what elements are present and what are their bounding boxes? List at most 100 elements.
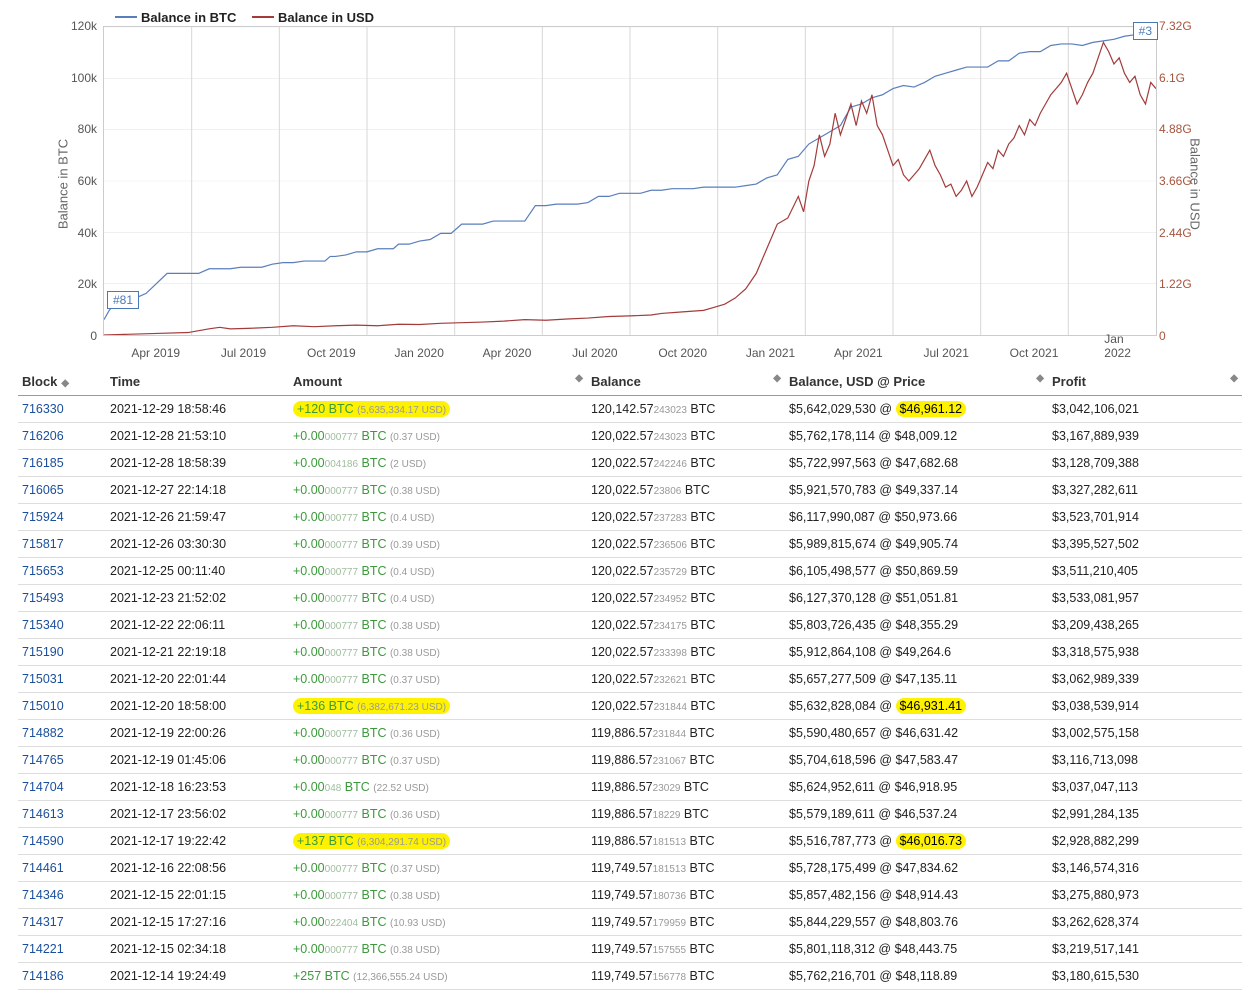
block-link[interactable]: 715817 [22, 537, 64, 551]
cell-time: 2021-12-28 18:58:39 [106, 450, 289, 477]
cell-profit: $3,327,282,611 [1048, 477, 1242, 504]
block-link[interactable]: 714704 [22, 780, 64, 794]
th-balance-usd[interactable]: Balance, USD @ Price◆ [785, 368, 1048, 396]
table-row: 7163302021-12-29 18:58:46+120 BTC (5,635… [18, 396, 1242, 423]
cell-amount: +0.00000777 BTC (0.4 USD) [289, 504, 587, 531]
cell-profit: $3,262,628,374 [1048, 909, 1242, 936]
block-link[interactable]: 716330 [22, 402, 64, 416]
block-link[interactable]: 714613 [22, 807, 64, 821]
legend-btc-label: Balance in BTC [141, 10, 236, 25]
cell-balance-usd: $5,642,029,530 @ $46,961.12 [785, 396, 1048, 423]
th-profit[interactable]: Profit◆ [1048, 368, 1242, 396]
cell-profit: $3,042,106,021 [1048, 396, 1242, 423]
cell-balance: 120,022.57231844 BTC [587, 693, 785, 720]
cell-amount: +0.00000777 BTC (0.38 USD) [289, 639, 587, 666]
cell-balance-usd: $5,657,277,509 @ $47,135.11 [785, 666, 1048, 693]
block-link[interactable]: 716206 [22, 429, 64, 443]
cell-amount: +0.00000777 BTC (0.39 USD) [289, 531, 587, 558]
block-link[interactable]: 715340 [22, 618, 64, 632]
cell-profit: $3,511,210,405 [1048, 558, 1242, 585]
block-link[interactable]: 714186 [22, 969, 64, 983]
xtick: Jul 2019 [221, 346, 266, 360]
y-axis-right-ticks: 01.22G2.44G3.66G4.88G6.1G7.32G [1157, 6, 1197, 364]
cell-balance: 120,022.57237283 BTC [587, 504, 785, 531]
cell-balance-usd: $5,844,229,557 @ $48,803.76 [785, 909, 1048, 936]
xtick: Apr 2019 [131, 346, 180, 360]
balance-chart: Balance in BTC Balance in USD Balance in… [15, 6, 1245, 364]
th-block[interactable]: Block◆ [18, 368, 106, 396]
cell-balance-usd: $5,762,216,701 @ $48,118.89 [785, 963, 1048, 990]
cell-balance-usd: $6,105,498,577 @ $50,869.59 [785, 558, 1048, 585]
block-link[interactable]: 716185 [22, 456, 64, 470]
cell-time: 2021-12-21 22:19:18 [106, 639, 289, 666]
cell-time: 2021-12-15 02:34:18 [106, 936, 289, 963]
cell-amount: +0.00000777 BTC (0.36 USD) [289, 720, 587, 747]
cell-amount: +0.00048 BTC (22.52 USD) [289, 774, 587, 801]
cell-time: 2021-12-25 00:11:40 [106, 558, 289, 585]
cell-balance: 120,022.57232621 BTC [587, 666, 785, 693]
sort-icon: ◆ [1036, 374, 1044, 384]
cell-time: 2021-12-20 22:01:44 [106, 666, 289, 693]
block-link[interactable]: 716065 [22, 483, 64, 497]
block-link[interactable]: 715190 [22, 645, 64, 659]
table-row: 716185 2021-12-28 18:58:39+0.00004186 BTC… [18, 450, 1242, 477]
cell-time: 2021-12-29 18:58:46 [106, 396, 289, 423]
ytick-right: 6.1G [1159, 71, 1199, 85]
block-link[interactable]: 714461 [22, 861, 64, 875]
cell-time: 2021-12-16 22:08:56 [106, 855, 289, 882]
cell-amount: +0.00022404 BTC (10.93 USD) [289, 909, 587, 936]
block-link[interactable]: 715924 [22, 510, 64, 524]
ytick-left: 20k [57, 277, 97, 291]
cell-amount: +0.00000777 BTC (0.38 USD) [289, 882, 587, 909]
plot-area[interactable]: #81 #3 [103, 26, 1157, 336]
cell-amount: +0.00000777 BTC (0.37 USD) [289, 423, 587, 450]
th-time[interactable]: Time [106, 368, 289, 396]
block-link[interactable]: 715493 [22, 591, 64, 605]
cell-time: 2021-12-20 18:58:00 [106, 693, 289, 720]
cell-amount: +136 BTC (6,382,671.23 USD) [289, 693, 587, 720]
block-link[interactable]: 714346 [22, 888, 64, 902]
block-link[interactable]: 714590 [22, 834, 64, 848]
table-row: 7143172021-12-15 17:27:16+0.00022404 BTC… [18, 909, 1242, 936]
cell-profit: $3,146,574,316 [1048, 855, 1242, 882]
th-amount[interactable]: Amount◆ [289, 368, 587, 396]
table-row: 714704 2021-12-18 16:23:53+0.00048 BTC (2… [18, 774, 1242, 801]
cell-profit: $3,395,527,502 [1048, 531, 1242, 558]
sort-icon: ◆ [575, 374, 583, 384]
table-row: 715010 2021-12-20 18:58:00+136 BTC (6,382… [18, 693, 1242, 720]
cell-balance: 120,022.57233398 BTC [587, 639, 785, 666]
block-link[interactable]: 714317 [22, 915, 64, 929]
cell-profit: $3,318,575,938 [1048, 639, 1242, 666]
cell-balance: 120,022.57235729 BTC [587, 558, 785, 585]
cell-balance: 119,749.57157555 BTC [587, 936, 785, 963]
cell-profit: $3,219,517,141 [1048, 936, 1242, 963]
xtick: Apr 2020 [483, 346, 532, 360]
cell-balance-usd: $5,921,570,783 @ $49,337.14 [785, 477, 1048, 504]
rank-badge-end: #3 [1133, 22, 1158, 40]
th-balance[interactable]: Balance◆ [587, 368, 785, 396]
block-link[interactable]: 714765 [22, 753, 64, 767]
cell-balance: 119,886.5723029 BTC [587, 774, 785, 801]
cell-balance: 120,022.57236506 BTC [587, 531, 785, 558]
cell-balance-usd: $5,803,726,435 @ $48,355.29 [785, 612, 1048, 639]
ytick-right: 4.88G [1159, 122, 1199, 136]
cell-balance-usd: $5,590,480,657 @ $46,631.42 [785, 720, 1048, 747]
cell-balance: 120,022.57234952 BTC [587, 585, 785, 612]
block-link[interactable]: 715653 [22, 564, 64, 578]
cell-profit: $3,038,539,914 [1048, 693, 1242, 720]
block-link[interactable]: 715031 [22, 672, 64, 686]
cell-amount: +137 BTC (6,304,291.74 USD) [289, 828, 587, 855]
cell-balance: 119,749.57156778 BTC [587, 963, 785, 990]
ytick-right: 7.32G [1159, 19, 1199, 33]
cell-time: 2021-12-14 19:24:49 [106, 963, 289, 990]
sort-icon: ◆ [1230, 374, 1238, 384]
cell-profit: $3,275,880,973 [1048, 882, 1242, 909]
block-link[interactable]: 715010 [22, 699, 64, 713]
table-row: 7142212021-12-15 02:34:18+0.00000777 BTC… [18, 936, 1242, 963]
cell-amount: +0.00004186 BTC (2 USD) [289, 450, 587, 477]
block-link[interactable]: 714882 [22, 726, 64, 740]
cell-balance-usd: $6,117,990,087 @ $50,973.66 [785, 504, 1048, 531]
block-link[interactable]: 714221 [22, 942, 64, 956]
xtick: Jul 2021 [924, 346, 969, 360]
cell-time: 2021-12-18 16:23:53 [106, 774, 289, 801]
